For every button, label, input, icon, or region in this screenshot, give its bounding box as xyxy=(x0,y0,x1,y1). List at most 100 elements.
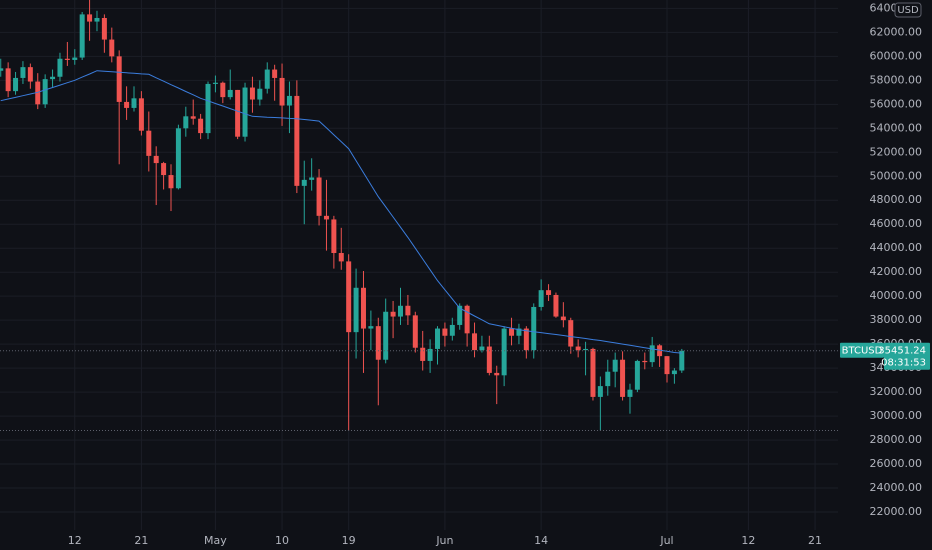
candle-body xyxy=(94,17,100,22)
candle-body xyxy=(375,326,381,360)
candle-body xyxy=(494,372,500,376)
candle-body xyxy=(509,328,515,336)
symbol-badge xyxy=(840,342,884,358)
candle-body xyxy=(27,67,33,82)
candle-body xyxy=(360,287,366,329)
y-tick-label: 22000.00 xyxy=(870,505,923,518)
y-tick-label: 58000.00 xyxy=(870,73,923,86)
y-tick-label: 42000.00 xyxy=(870,265,923,278)
candle-body xyxy=(301,179,307,186)
candle-body xyxy=(294,95,300,186)
candle-body xyxy=(183,116,189,129)
candle-body xyxy=(642,360,648,363)
y-tick-label: 44000.00 xyxy=(870,241,923,254)
candle-body xyxy=(57,58,63,77)
y-tick-label: 28000.00 xyxy=(870,433,923,446)
candle-body xyxy=(531,306,537,351)
candle-body xyxy=(597,386,603,397)
y-tick-label: 52000.00 xyxy=(870,145,923,158)
candle-body xyxy=(538,290,544,307)
candle-body xyxy=(316,177,322,216)
candle-body xyxy=(620,359,626,397)
candle-body xyxy=(449,324,455,336)
candle-body xyxy=(242,87,248,137)
moving-average xyxy=(0,70,682,354)
candle-body xyxy=(516,328,522,336)
candle-body xyxy=(309,177,315,180)
candle-body xyxy=(5,68,11,92)
candle-body xyxy=(368,326,374,329)
symbol-label: BTCUSD xyxy=(842,346,883,357)
candle-body xyxy=(412,315,418,348)
x-tick-label: 12 xyxy=(741,534,755,547)
candle-body xyxy=(627,389,633,397)
candle-body xyxy=(190,116,196,119)
candle-body xyxy=(486,346,492,373)
x-tick-label: 21 xyxy=(134,534,148,547)
candle-body xyxy=(323,215,329,220)
candle-body xyxy=(87,14,93,22)
candle-body xyxy=(64,58,70,60)
candle-body xyxy=(175,128,181,189)
candle-body xyxy=(397,305,403,317)
candle-body xyxy=(235,89,241,137)
y-tick-label: 54000.00 xyxy=(870,121,923,134)
x-tick-label: 21 xyxy=(808,534,822,547)
candle-body xyxy=(331,219,337,254)
candle-body xyxy=(20,67,26,78)
y-tick-label: 46000.00 xyxy=(870,217,923,230)
currency-badge xyxy=(894,2,922,18)
candle-body xyxy=(553,294,559,317)
candle-body xyxy=(546,290,552,295)
candle-body xyxy=(227,89,233,98)
candle-body xyxy=(353,287,359,333)
candle-body xyxy=(153,155,159,164)
candle-body xyxy=(346,261,352,333)
y-tick-label: 24000.00 xyxy=(870,481,923,494)
candle-body xyxy=(649,345,655,363)
price-badge xyxy=(884,342,930,370)
candle-body xyxy=(383,311,389,360)
candle-body xyxy=(198,118,204,134)
candle-body xyxy=(679,350,685,371)
y-tick-label: 40000.00 xyxy=(870,289,923,302)
y-tick-label: 60000.00 xyxy=(870,49,923,62)
y-tick-label: 30000.00 xyxy=(870,409,923,422)
candle-body xyxy=(212,82,218,84)
candle-body xyxy=(634,360,640,390)
candle-body xyxy=(249,87,255,100)
candle-body xyxy=(109,39,115,57)
candle-body xyxy=(72,57,78,60)
candle-body xyxy=(101,17,107,40)
candle-body xyxy=(35,81,41,105)
candle-body xyxy=(124,101,130,108)
candle-body xyxy=(116,56,122,102)
candle-body xyxy=(405,305,411,316)
x-tick-label: 19 xyxy=(342,534,356,547)
candle-body xyxy=(479,346,485,351)
candle-body xyxy=(390,311,396,317)
candle-body xyxy=(79,14,85,58)
y-tick-label: 26000.00 xyxy=(870,457,923,470)
y-tick-label: 62000.00 xyxy=(870,25,923,38)
candle-body xyxy=(279,77,285,106)
candle-body xyxy=(523,328,529,351)
candle-body xyxy=(427,348,433,361)
candle-body xyxy=(472,333,478,351)
x-tick-label: Jun xyxy=(435,534,453,547)
candle-body xyxy=(168,175,174,189)
candle-body xyxy=(146,130,152,156)
candle-body xyxy=(420,347,426,361)
y-tick-label: 48000.00 xyxy=(870,193,923,206)
candle-body xyxy=(664,356,670,375)
candle-body xyxy=(583,348,589,351)
candle-body xyxy=(605,371,611,387)
candle-body xyxy=(464,305,470,334)
candle-body xyxy=(13,77,19,92)
x-tick-label: 12 xyxy=(68,534,82,547)
candle-body xyxy=(442,328,448,336)
candle-body xyxy=(575,346,581,351)
x-tick-label: May xyxy=(204,534,227,547)
candle-body xyxy=(272,69,278,78)
